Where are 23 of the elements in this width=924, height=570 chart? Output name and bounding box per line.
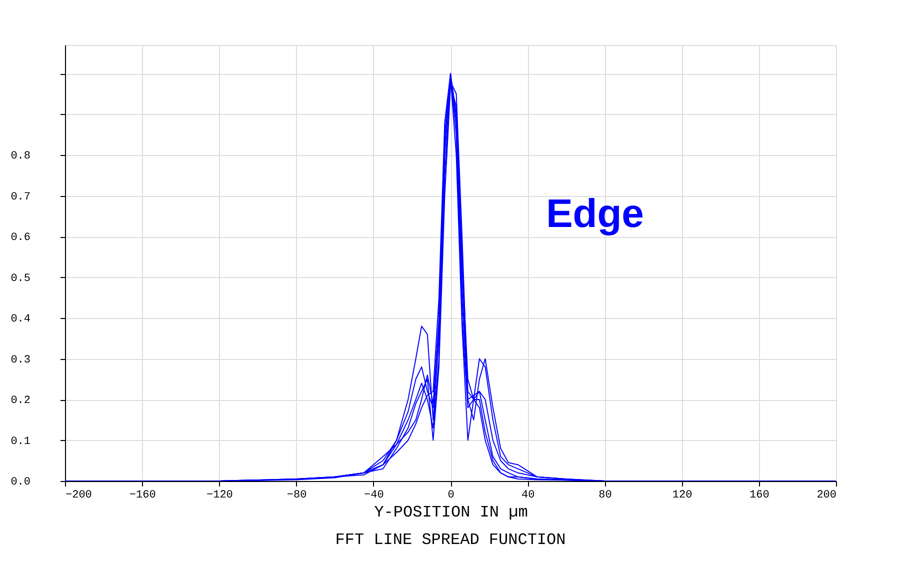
y-tick-label: 0.3 (10, 354, 30, 366)
y-tick-label: 0.4 (10, 314, 31, 326)
x-tick-label: −120 (206, 490, 233, 502)
y-tick-label: 0.1 (10, 436, 31, 448)
x-tick-label: 80 (598, 490, 612, 502)
x-tick-label: −160 (129, 490, 156, 502)
y-tick-label: 0.2 (10, 395, 30, 408)
x-tick-label: 40 (522, 490, 535, 502)
y-tick-label: 0.6 (10, 232, 30, 244)
x-tick-label: 120 (672, 490, 692, 502)
y-tick-label: 0.5 (10, 272, 30, 285)
x-tick-label: −40 (364, 490, 384, 502)
text: FFT LINE SPREAD FUNCTION (335, 531, 566, 549)
y-tick-label: 0.8 (10, 150, 30, 163)
x-tick-label: 0 (448, 490, 454, 502)
x-axis-title: Y-POSITION IN µm (374, 504, 528, 522)
annotation: Edge (546, 192, 644, 236)
x-tick-label: −80 (286, 490, 307, 502)
x-tick-label: 200 (816, 490, 836, 502)
x-tick-label: 160 (749, 490, 770, 502)
y-tick-label: 0.0 (10, 476, 30, 488)
x-tick-label: −200 (66, 490, 92, 502)
y-tick-label: 0.7 (10, 191, 30, 204)
